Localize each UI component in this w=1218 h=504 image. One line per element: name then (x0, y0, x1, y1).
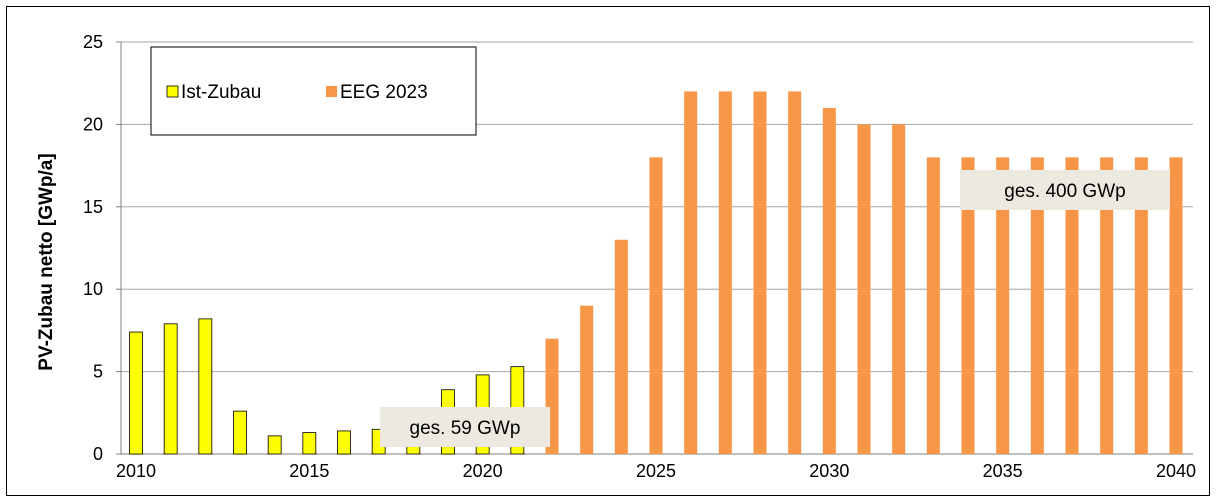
bar-eeg-2034 (961, 157, 975, 455)
annotation-total-eeg: ges. 400 GWp (960, 170, 1170, 210)
annotation-box-eeg (960, 170, 1170, 210)
x-tick-label: 2020 (463, 461, 503, 481)
bar-eeg-2033 (926, 157, 940, 455)
legend-box (150, 46, 477, 136)
x-tick-labels: 2010 2015 2020 2025 2030 2035 2040 (116, 461, 1196, 481)
bar-eeg-2040 (1169, 157, 1183, 455)
annotation-box-ist (380, 407, 550, 447)
bar-eeg-2031 (857, 124, 871, 455)
legend-label-eeg: EEG 2023 (340, 82, 428, 103)
y-tick-label: 20 (83, 114, 103, 134)
y-axis-title: PV-Zubau netto [GWp/a] (36, 153, 57, 370)
bar-eeg-2029 (788, 91, 802, 454)
x-tick-label: 2040 (1156, 461, 1196, 481)
legend: Ist-Zubau EEG 2023 (150, 46, 477, 136)
x-tick-label: 2035 (983, 461, 1023, 481)
y-tick-label: 25 (83, 32, 103, 52)
bar-ist-2010 (129, 331, 143, 455)
bar-eeg-2039 (1134, 157, 1148, 455)
bar-eeg-2025 (649, 157, 663, 455)
legend-label-ist: Ist-Zubau (181, 82, 261, 103)
bar-eeg-2036 (1030, 157, 1044, 455)
bar-eeg-2038 (1100, 157, 1114, 455)
bar-eeg-2024 (614, 239, 628, 454)
x-tick-label: 2015 (289, 461, 329, 481)
annotation-total-ist: ges. 59 GWp (380, 407, 550, 447)
y-tick-label: 5 (93, 362, 103, 382)
legend-swatch-ist (166, 85, 179, 98)
bar-eeg-2037 (1065, 157, 1079, 455)
bar-eeg-2027 (718, 91, 732, 454)
annotation-text-ist: ges. 59 GWp (410, 418, 521, 439)
x-tick-label: 2010 (116, 461, 156, 481)
bar-ist-2013 (233, 410, 247, 455)
y-tick-label: 10 (83, 279, 103, 299)
bar-ist-2015 (302, 432, 317, 455)
bar-eeg-2032 (892, 124, 906, 455)
annotation-text-eeg: ges. 400 GWp (1004, 181, 1125, 202)
x-tick-label: 2030 (809, 461, 849, 481)
bar-eeg-2026 (684, 91, 698, 454)
bar-ist-2012 (198, 318, 213, 455)
bar-eeg-2030 (822, 107, 836, 455)
bars (129, 91, 1183, 455)
bar-ist-2016 (337, 430, 351, 455)
bar-eeg-2023 (580, 305, 594, 454)
bar-eeg-2028 (753, 91, 767, 454)
y-tick-label: 15 (83, 197, 103, 217)
legend-swatch-eeg (326, 86, 337, 97)
bar-ist-2011 (163, 323, 178, 455)
y-tick-labels: 0 5 10 15 20 25 (83, 32, 103, 464)
y-tick-label: 0 (93, 444, 103, 464)
bar-eeg-2035 (996, 157, 1010, 455)
bar-ist-2014 (267, 435, 282, 455)
x-tick-label: 2025 (636, 461, 676, 481)
